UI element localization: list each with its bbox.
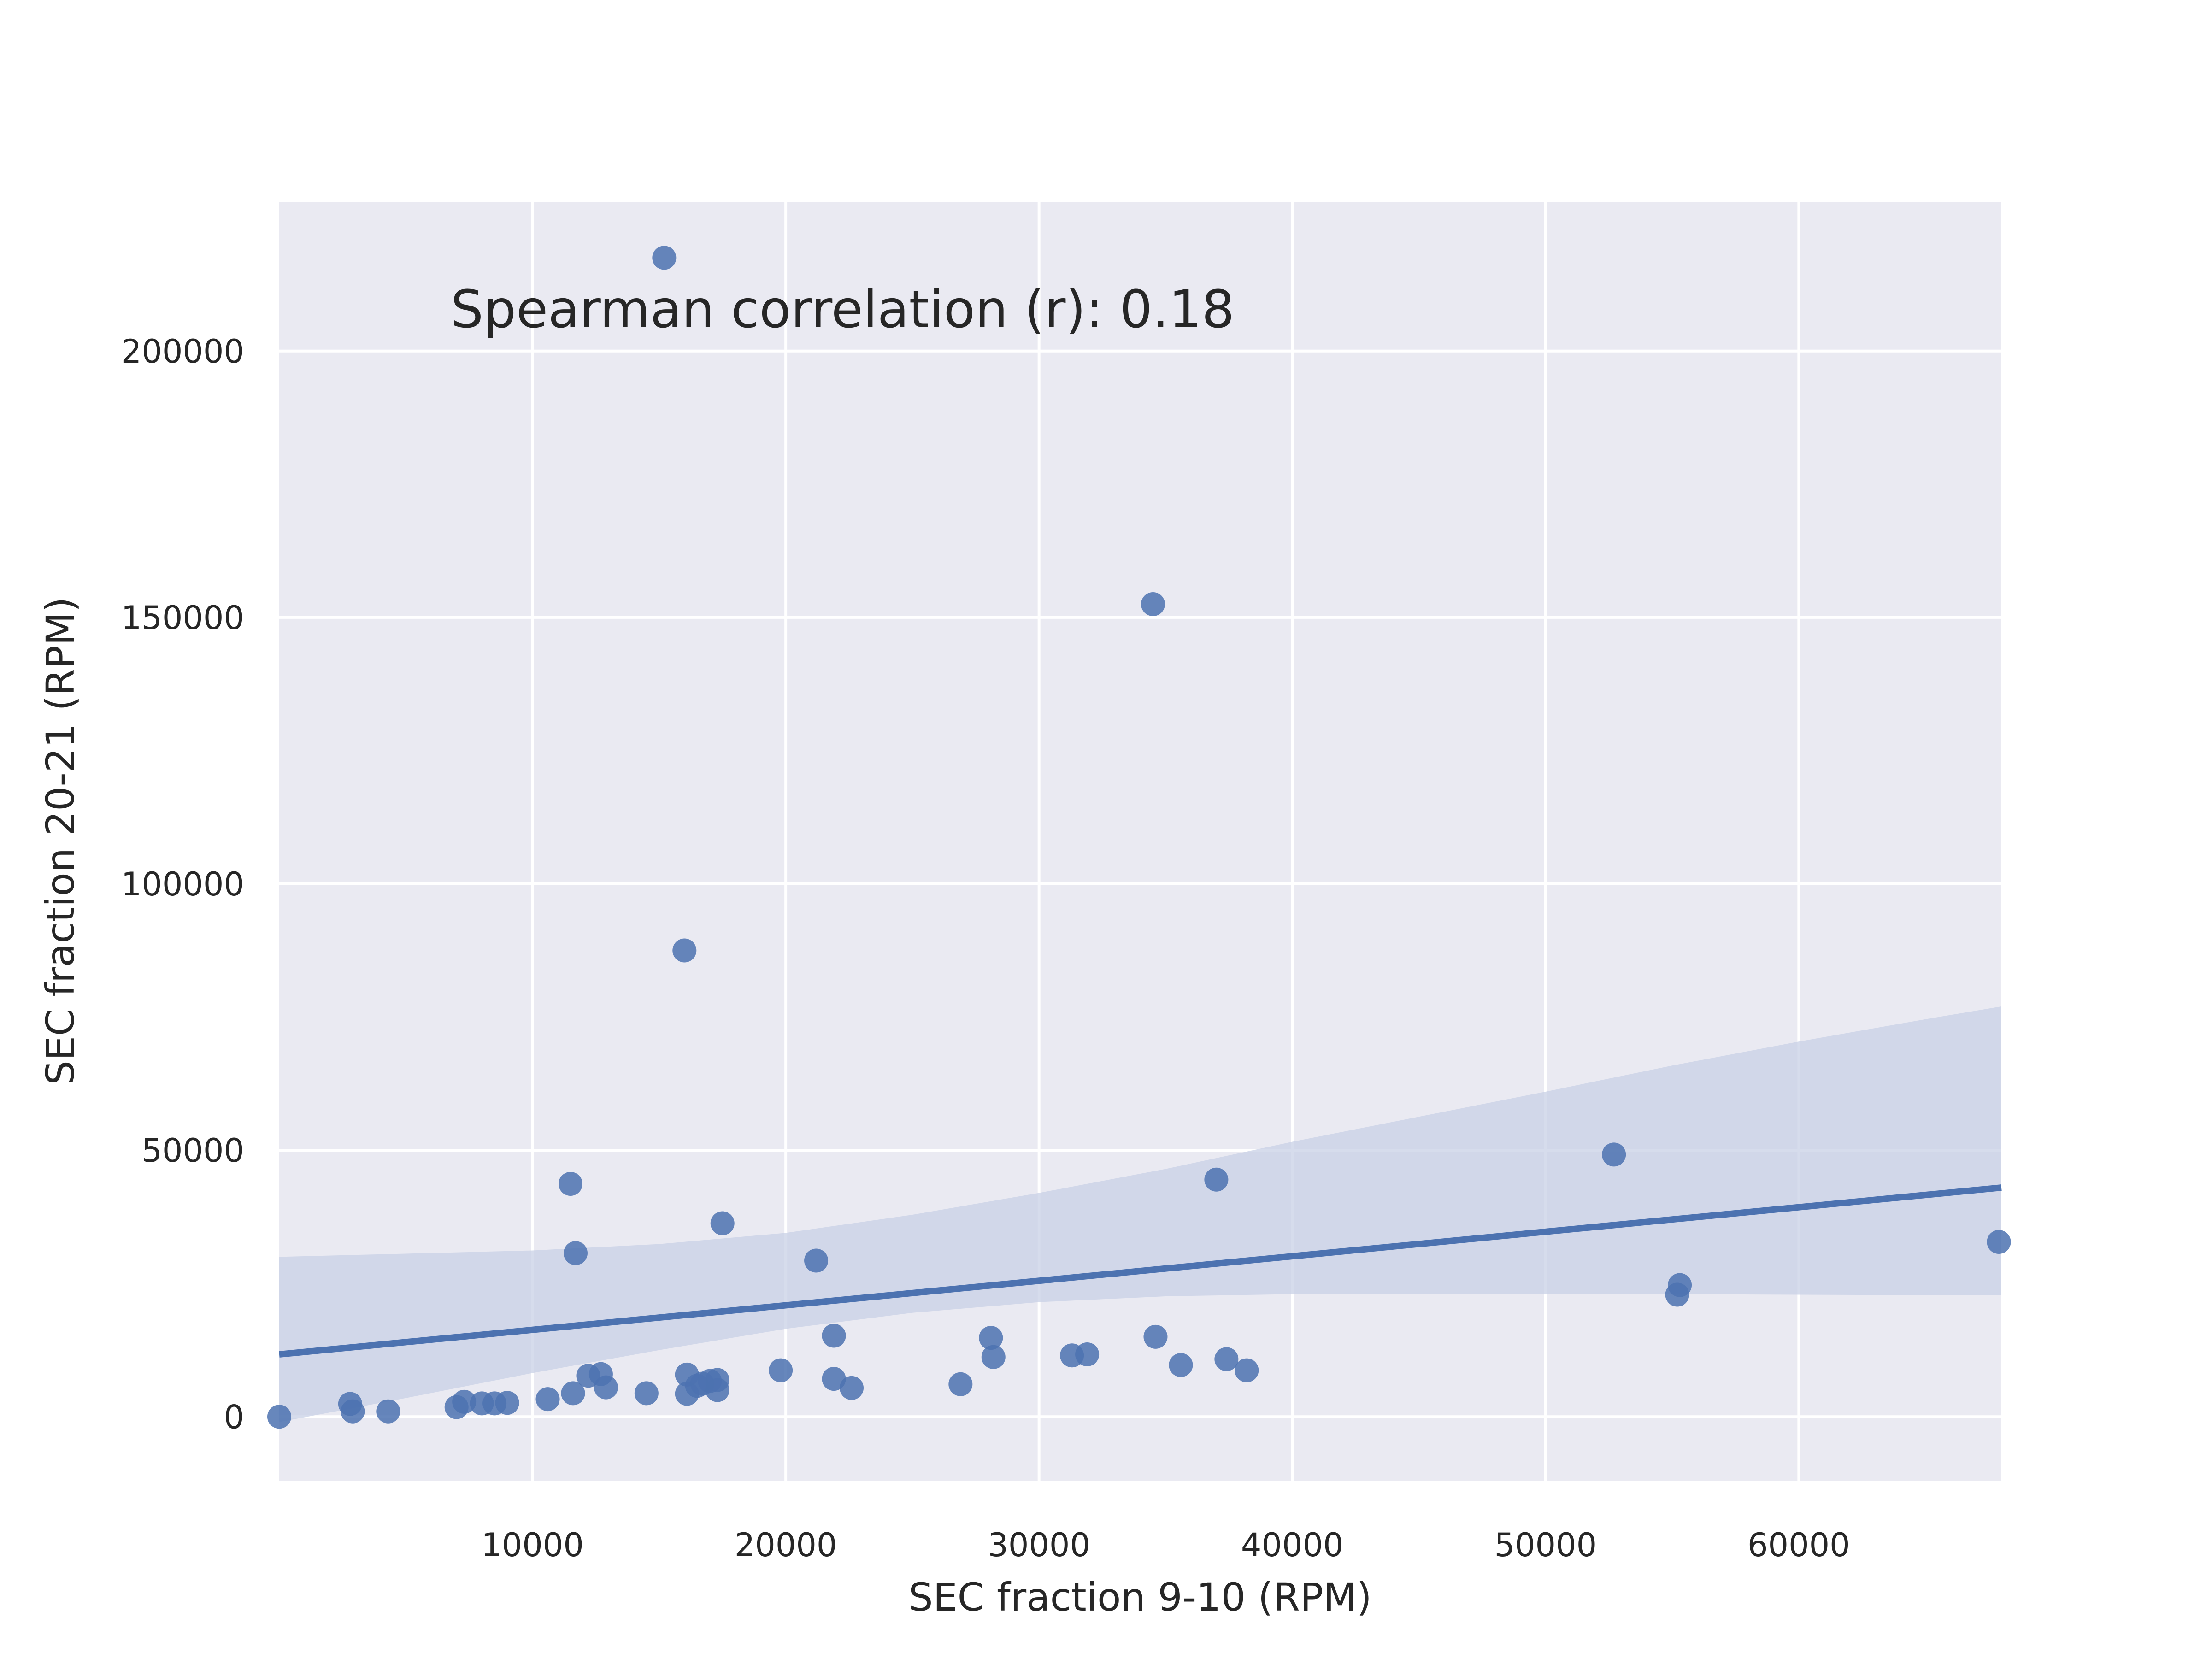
scatter-point: [1214, 1347, 1239, 1371]
scatter-point: [563, 1241, 588, 1265]
y-tick-label: 0: [224, 1398, 244, 1436]
y-tick-label: 100000: [121, 865, 244, 903]
scatter-point: [444, 1395, 469, 1419]
scatter-point: [705, 1378, 729, 1402]
y-tick-label: 200000: [121, 333, 244, 371]
x-axis-label: SEC fraction 9-10 (RPM): [908, 1575, 1372, 1620]
scatter-point: [948, 1372, 973, 1396]
scatter-point: [1602, 1142, 1626, 1167]
scatter-point: [535, 1387, 560, 1412]
scatter-point: [594, 1375, 618, 1400]
x-tick-label: 40000: [1241, 1526, 1344, 1564]
scatter-point: [822, 1324, 846, 1348]
scatter-point: [1143, 1324, 1168, 1349]
scatter-point: [1235, 1358, 1259, 1382]
scatter-point: [1987, 1230, 2011, 1254]
scatter-point: [1204, 1167, 1229, 1192]
scatter-point: [558, 1171, 582, 1196]
scatter-point: [769, 1358, 793, 1382]
scatter-point: [495, 1391, 519, 1415]
x-tick-label: 60000: [1747, 1526, 1850, 1564]
scatter-point: [981, 1345, 1006, 1369]
scatter-point: [634, 1381, 659, 1406]
scatter-point: [1665, 1282, 1689, 1307]
confidence-band: [279, 1006, 2001, 1422]
regression-line: [279, 1184, 2002, 1358]
scatter-point: [1141, 592, 1165, 616]
scatter-point: [804, 1248, 829, 1273]
scatter-point: [561, 1381, 585, 1406]
scatter-point: [979, 1326, 1003, 1350]
y-axis-ticks: 0 50000 100000 150000 200000: [121, 333, 244, 1436]
scatter-point: [1075, 1342, 1100, 1366]
x-axis-ticks: 10000 20000 30000 40000 50000 60000: [481, 1526, 1850, 1564]
scatter-point: [675, 1382, 699, 1406]
scatter-point: [710, 1211, 735, 1235]
y-tick-label: 50000: [141, 1132, 244, 1170]
scatter-points: [267, 246, 2011, 1429]
x-tick-label: 50000: [1494, 1526, 1597, 1564]
scatter-point: [341, 1399, 365, 1424]
scatter-point: [652, 246, 677, 270]
scatter-point: [840, 1376, 864, 1400]
x-tick-label: 20000: [735, 1526, 837, 1564]
grid-lines: [279, 202, 2001, 1481]
y-axis-label: SEC fraction 20-21 (RPM): [38, 597, 83, 1085]
x-tick-label: 10000: [481, 1526, 584, 1564]
y-tick-label: 150000: [121, 599, 244, 637]
scatter-point: [376, 1399, 400, 1424]
scatter-point: [1169, 1353, 1193, 1377]
scatter-point: [267, 1405, 291, 1429]
scatter-point: [822, 1367, 846, 1391]
correlation-annotation: Spearman correlation (r): 0.18: [451, 280, 1235, 340]
x-tick-label: 30000: [988, 1526, 1090, 1564]
scatter-point: [672, 938, 697, 963]
